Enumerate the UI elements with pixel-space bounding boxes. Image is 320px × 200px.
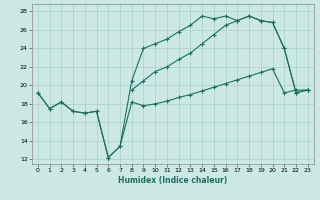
X-axis label: Humidex (Indice chaleur): Humidex (Indice chaleur) — [118, 176, 228, 185]
